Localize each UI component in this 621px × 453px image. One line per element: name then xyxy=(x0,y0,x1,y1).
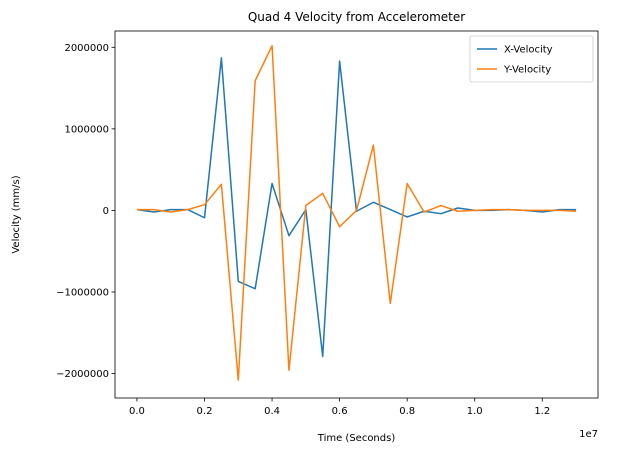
x-tick-label: 0.6 xyxy=(332,406,348,417)
x-axis-label: Time (Seconds) xyxy=(317,433,396,444)
x-tick-label: 1.2 xyxy=(534,406,550,417)
y-tick-label: 0 xyxy=(103,206,109,217)
x-velocity-line xyxy=(136,57,577,358)
y-tick-label: 2000000 xyxy=(64,43,109,54)
x-tick-label: 0.4 xyxy=(264,406,280,417)
plot-frame xyxy=(114,30,599,399)
x-tick-label: 1.0 xyxy=(467,406,483,417)
series-lines xyxy=(136,44,577,381)
x-tick-label: 0.8 xyxy=(399,406,415,417)
y-velocity-line xyxy=(136,44,577,381)
y-axis-label: Velocity (mm/s) xyxy=(11,175,22,253)
y-tick-label: −2000000 xyxy=(56,369,109,380)
y-tick-label: 1000000 xyxy=(64,124,109,135)
legend: X-Velocity Y-Velocity xyxy=(469,35,594,83)
x-offset-label: 1e7 xyxy=(579,429,598,440)
legend-label-x-velocity: X-Velocity xyxy=(504,45,553,56)
y-tick-label: −1000000 xyxy=(56,287,109,298)
legend-label-y-velocity: Y-Velocity xyxy=(503,65,551,76)
x-axis: 0.0 0.2 0.4 0.6 0.8 1.0 1.2 xyxy=(129,398,550,417)
legend-box xyxy=(469,35,594,83)
y-axis: −2000000 −1000000 0 1000000 2000000 xyxy=(56,43,115,380)
x-tick-label: 0.2 xyxy=(197,406,213,417)
x-tick-label: 0.0 xyxy=(129,406,145,417)
chart-title: Quad 4 Velocity from Accelerometer xyxy=(248,10,465,24)
